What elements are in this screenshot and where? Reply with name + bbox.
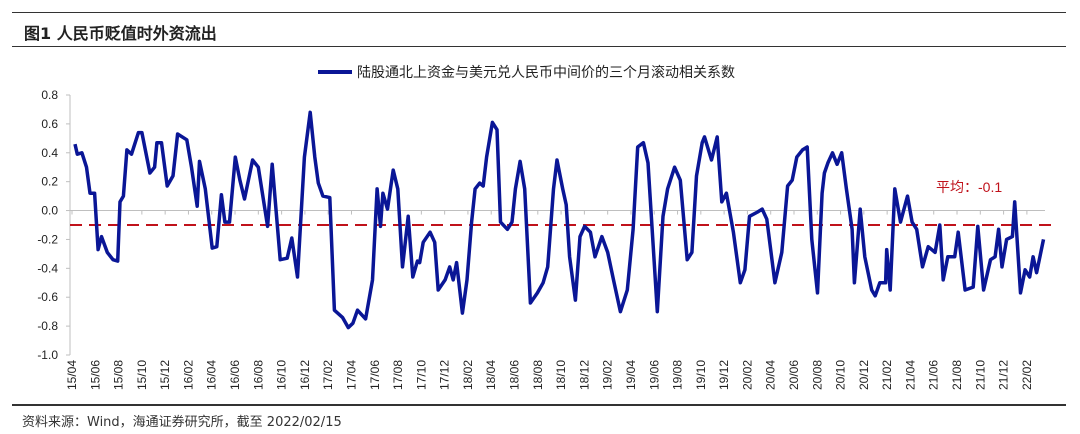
bottom-rule <box>12 404 1066 406</box>
x-tick-label: 17/02 <box>321 360 335 390</box>
mean-label: 平均：-0.1 <box>936 179 1002 195</box>
x-tick-label: 20/12 <box>857 360 871 390</box>
x-tick-label: 17/10 <box>414 360 428 390</box>
legend: 陆股通北上资金与美元兑人民币中间价的三个月滚动相关系数 <box>318 64 735 80</box>
x-tick-label: 16/10 <box>275 360 289 390</box>
x-tick-label: 21/12 <box>997 360 1011 390</box>
x-tick-label: 16/02 <box>181 360 195 390</box>
x-tick-label: 19/10 <box>694 360 708 390</box>
x-tick-label: 18/12 <box>577 360 591 390</box>
x-tick-label: 20/10 <box>834 360 848 390</box>
x-tick-label: 15/08 <box>112 360 126 390</box>
x-tick-label: 17/08 <box>391 360 405 390</box>
x-tick-label: 19/08 <box>671 360 685 390</box>
x-tick-label: 21/02 <box>880 360 894 390</box>
x-tick-label: 21/04 <box>903 360 917 390</box>
y-tick-label: -0.6 <box>37 290 58 304</box>
y-tick-label: 0.8 <box>41 88 58 102</box>
x-tick-label: 16/12 <box>298 360 312 390</box>
x-tick-label: 21/10 <box>973 360 987 390</box>
y-tick-label: 0.6 <box>41 117 58 131</box>
x-tick-label: 21/06 <box>927 360 941 390</box>
x-tick-label: 15/12 <box>158 360 172 390</box>
y-tick-label: -0.2 <box>37 232 58 246</box>
x-tick-label: 15/04 <box>65 360 79 390</box>
x-tick-label: 15/06 <box>88 360 102 390</box>
y-tick-label: -0.8 <box>37 319 58 333</box>
legend-label: 陆股通北上资金与美元兑人民币中间价的三个月滚动相关系数 <box>357 64 735 80</box>
x-tick-label: 18/02 <box>461 360 475 390</box>
title-rule <box>12 46 1066 47</box>
x-tick-label: 17/12 <box>438 360 452 390</box>
x-tick-label: 15/10 <box>135 360 149 390</box>
x-tick-label: 18/10 <box>554 360 568 390</box>
x-axis: 15/04 15/06 15/08 15/10 15/12 16/02 16/04 16/06… <box>65 210 1045 390</box>
x-tick-label: 21/08 <box>950 360 964 390</box>
top-rule <box>12 12 1066 13</box>
x-tick-label: 20/08 <box>810 360 824 390</box>
x-tick-label: 22/02 <box>1020 360 1034 390</box>
x-tick-label: 18/04 <box>484 360 498 390</box>
series-line <box>73 110 1046 330</box>
x-tick-label: 20/02 <box>740 360 754 390</box>
source-note: 资料来源：Wind，海通证券研究所，截至 2022/02/15 <box>22 415 342 430</box>
y-tick-label: 0.0 <box>41 204 58 218</box>
x-tick-label: 19/04 <box>624 360 638 390</box>
x-tick-label: 19/12 <box>717 360 731 390</box>
y-tick-label: 0.4 <box>41 146 58 160</box>
x-tick-label: 20/06 <box>787 360 801 390</box>
x-tick-label: 17/06 <box>368 360 382 390</box>
x-tick-label: 16/04 <box>205 360 219 390</box>
y-tick-label: -1.0 <box>37 348 58 362</box>
x-tick-label: 19/06 <box>647 360 661 390</box>
x-tick-label: 18/08 <box>531 360 545 390</box>
y-tick-label: 0.2 <box>41 175 58 189</box>
x-tick-label: 20/04 <box>764 360 778 390</box>
x-tick-label: 16/08 <box>251 360 265 390</box>
x-tick-label: 18/06 <box>508 360 522 390</box>
x-tick-label: 16/06 <box>228 360 242 390</box>
figure-title: 图1 人民币贬值时外资流出 <box>24 24 217 43</box>
y-axis: 0.8 0.6 0.4 0.2 0.0 -0.2 -0.4 -0.6 -0.8 -1.0 <box>37 88 71 362</box>
x-tick-label: 19/02 <box>601 360 615 390</box>
x-tick-label: 17/04 <box>344 360 358 390</box>
y-tick-label: -0.4 <box>37 261 58 275</box>
